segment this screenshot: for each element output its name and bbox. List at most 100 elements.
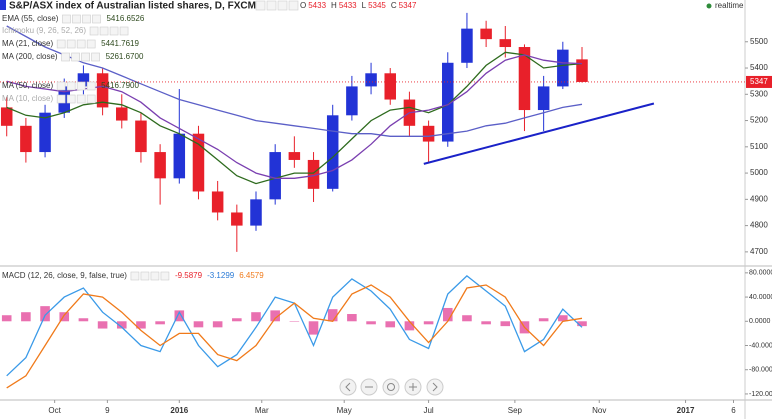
- candle-body: [116, 107, 128, 121]
- indicator-button[interactable]: [89, 26, 99, 36]
- readout-key: C: [391, 1, 397, 10]
- histogram-bar: [327, 309, 338, 322]
- candle-body: [0, 107, 13, 126]
- indicator-button[interactable]: [76, 94, 86, 104]
- icon: [432, 382, 438, 392]
- indicator-button[interactable]: [119, 26, 129, 36]
- indicator-button[interactable]: [81, 52, 90, 62]
- icon: [387, 383, 395, 391]
- indicator-button[interactable]: [66, 81, 76, 91]
- readout-key: H: [331, 1, 337, 10]
- candle-body: [307, 159, 320, 189]
- moving-average: [6, 25, 583, 137]
- candle-body: [135, 120, 147, 153]
- indicator-button[interactable]: [109, 26, 119, 36]
- indicator-button[interactable]: [140, 271, 150, 281]
- trendline: [423, 102, 655, 165]
- scroll-left[interactable]: [339, 378, 357, 396]
- indicator-button[interactable]: [150, 271, 160, 281]
- x-tick-label: 9: [105, 406, 110, 415]
- histogram-bar: [347, 314, 357, 322]
- candle-body: [192, 133, 205, 192]
- indicator-button[interactable]: [61, 52, 70, 62]
- candle-body: [576, 59, 588, 82]
- button[interactable]: [255, 0, 266, 11]
- icon: [409, 383, 417, 391]
- status-dot: [706, 3, 712, 9]
- button[interactable]: [277, 0, 288, 11]
- histogram-bar: [577, 321, 587, 327]
- candle-body: [77, 73, 90, 87]
- indicator-button[interactable]: [86, 81, 96, 91]
- button[interactable]: [266, 0, 277, 11]
- histogram-bar: [212, 321, 223, 328]
- histogram-bar: [385, 321, 396, 328]
- readout-key: O: [300, 1, 306, 10]
- indicator-button[interactable]: [66, 39, 76, 49]
- indicator-name: Ichimoku (9, 26, 52, 26): [2, 26, 86, 35]
- macd-reading: -9.5879: [175, 271, 203, 280]
- indicator-button[interactable]: [56, 94, 66, 104]
- indicator-button[interactable]: [86, 94, 96, 104]
- readout-value: 5433: [339, 1, 357, 10]
- histogram-bar: [481, 321, 491, 325]
- indicator-value: 5416.7900: [101, 81, 139, 90]
- indicator-button[interactable]: [56, 39, 66, 49]
- candle-body: [326, 115, 339, 189]
- indicator-button[interactable]: [130, 271, 140, 281]
- readout-value: 5433: [308, 1, 326, 10]
- candle-body: [346, 86, 358, 116]
- indicator-button[interactable]: [82, 14, 91, 24]
- candle-body: [499, 39, 512, 48]
- indicator-button[interactable]: [91, 52, 100, 62]
- histogram-bar: [500, 321, 511, 327]
- candle-body: [211, 191, 224, 213]
- candle-body: [173, 133, 186, 179]
- candle-body: [20, 125, 32, 153]
- histogram-bar: [174, 310, 185, 322]
- moving-average: [6, 54, 583, 179]
- y-tick-label: 5400: [750, 63, 768, 72]
- indicator-name: MA (21, close): [2, 39, 53, 48]
- button[interactable]: [288, 0, 299, 11]
- histogram-bar: [59, 312, 70, 322]
- indicator-button[interactable]: [86, 39, 96, 49]
- indicator-button[interactable]: [72, 14, 81, 24]
- scroll-right[interactable]: [426, 378, 444, 396]
- indicator-button[interactable]: [71, 52, 80, 62]
- indicator-button[interactable]: [76, 81, 86, 91]
- nav-buttons[interactable]: [339, 378, 444, 396]
- histogram-bar: [462, 315, 472, 322]
- indicator-button[interactable]: [62, 14, 71, 24]
- candle-body: [154, 152, 166, 179]
- indicator-button[interactable]: [76, 39, 86, 49]
- readout-value: 5345: [368, 1, 386, 10]
- indicator-button[interactable]: [160, 271, 170, 281]
- moving-average: [6, 51, 583, 185]
- macd-line: [6, 284, 583, 389]
- title-buttons[interactable]: [255, 0, 299, 11]
- candle-body: [518, 47, 531, 111]
- indicator-value: 5441.7619: [101, 39, 139, 48]
- indicator-button[interactable]: [56, 81, 66, 91]
- chart-title: S&P/ASX index of Australian listed share…: [9, 1, 256, 12]
- y-tick-label: 4700: [750, 247, 768, 256]
- x-tick-label: 6: [731, 406, 736, 415]
- y-tick-label: 80.0000: [749, 270, 772, 277]
- indicator-button[interactable]: [99, 26, 109, 36]
- readout-key: L: [362, 1, 367, 10]
- macd-reading: 6.4579: [239, 271, 264, 280]
- candle-body: [537, 86, 550, 111]
- indicator-name: MA (50, close): [2, 81, 53, 90]
- histogram-bar: [193, 321, 204, 328]
- candle-body: [422, 125, 435, 142]
- panel-title: MACD (12, 26, close, 9, false, true): [2, 271, 127, 280]
- indicator-button[interactable]: [66, 94, 76, 104]
- histogram-bar: [558, 315, 568, 322]
- histogram-bar: [251, 312, 261, 322]
- indicator-button[interactable]: [92, 14, 101, 24]
- histogram-bar: [155, 321, 165, 325]
- reset[interactable]: [382, 378, 400, 396]
